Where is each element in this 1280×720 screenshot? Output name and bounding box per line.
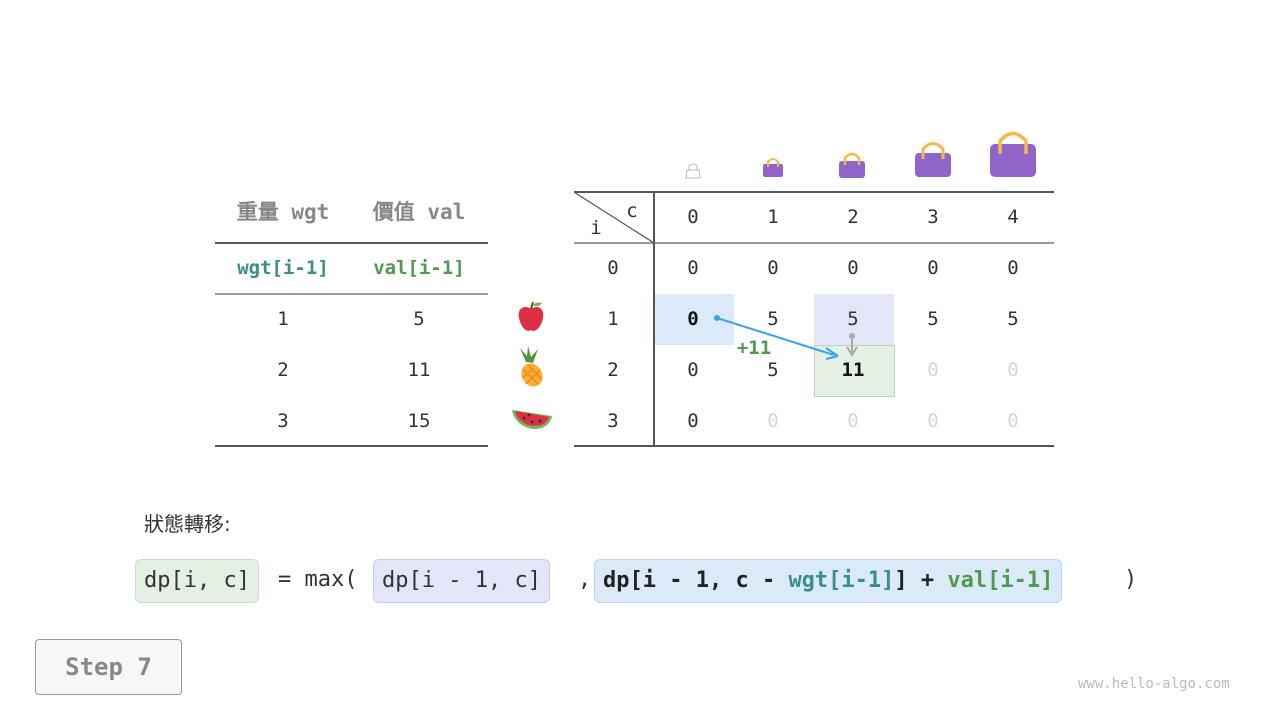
divider — [653, 192, 655, 446]
dp-cell: 5 — [927, 308, 939, 330]
value-arrow — [716, 317, 835, 356]
opt2-part: dp[i - 1, c - — [603, 568, 789, 593]
capacity-header: 2 — [847, 206, 859, 228]
dp-cell: 5 — [767, 308, 779, 330]
wgt-cell: 1 — [277, 308, 289, 330]
opt2-val: val[i-1] — [947, 568, 1054, 593]
header-weight: 重量 wgt — [236, 200, 330, 224]
dp-cell: 0 — [927, 359, 939, 381]
row-label: 0 — [607, 257, 619, 279]
wgt-cell: 3 — [277, 410, 289, 432]
dp-cell: 11 — [841, 359, 865, 381]
val-cell: 11 — [407, 359, 431, 381]
row-label: 2 — [607, 359, 619, 381]
divider — [215, 242, 488, 244]
dp-cell: 5 — [847, 308, 859, 330]
value-added-label: +11 — [736, 337, 772, 359]
capacity-header: 4 — [1007, 206, 1019, 228]
dp-cell: 0 — [1007, 359, 1019, 381]
divider — [574, 242, 1054, 244]
subheader-wgt: wgt[i-1] — [237, 257, 329, 279]
watermelon-icon — [512, 410, 552, 429]
row-label: 1 — [607, 308, 619, 330]
dp-cell: 0 — [847, 257, 859, 279]
dp-cell: 0 — [687, 308, 699, 330]
dp-cell: 0 — [1007, 257, 1019, 279]
dp-cell: 0 — [927, 257, 939, 279]
dp-cell: 0 — [1007, 410, 1019, 432]
max-close: ) — [1124, 567, 1138, 592]
bag-icon — [990, 131, 1036, 177]
max-open: = max( — [278, 567, 358, 592]
opt2-wgt: wgt[i-1] — [788, 568, 895, 593]
capacity-header: 0 — [687, 206, 699, 228]
step-button[interactable]: Step 7 — [35, 639, 182, 695]
dp-cell: 0 — [687, 359, 699, 381]
divider — [574, 191, 1054, 193]
corner-c-label: c — [626, 200, 638, 222]
upper-arrow-head — [846, 346, 858, 357]
dp-cell: 0 — [847, 410, 859, 432]
dp-cell: 0 — [687, 257, 699, 279]
corner-i-label: i — [590, 217, 602, 239]
divider — [215, 445, 488, 447]
dp-cell: 0 — [687, 410, 699, 432]
val-cell: 15 — [407, 410, 431, 432]
pineapple-icon — [520, 346, 543, 387]
dp-cell: 0 — [767, 410, 779, 432]
option1-box: dp[i - 1, c] — [373, 559, 550, 603]
dp-cell: 0 — [927, 410, 939, 432]
row-label: 3 — [607, 410, 619, 432]
divider — [215, 293, 488, 295]
apple-icon — [518, 301, 544, 331]
wgt-cell: 2 — [277, 359, 289, 381]
capacity-header: 3 — [927, 206, 939, 228]
bag-icon — [763, 158, 783, 177]
lhs-box: dp[i, c] — [135, 559, 259, 603]
val-cell: 5 — [413, 308, 425, 330]
comma: , — [578, 567, 592, 592]
option2-box: dp[i - 1, c - wgt[i-1]] + val[i-1] — [594, 559, 1063, 603]
opt2-part: ] + — [894, 568, 948, 593]
corner-diagonal — [574, 192, 654, 243]
header-value: 價值 val — [372, 200, 466, 224]
bag-icon — [839, 152, 865, 178]
transition-label: 狀態轉移: — [144, 512, 231, 536]
dp-cell: 5 — [1007, 308, 1019, 330]
divider — [574, 445, 1054, 447]
capacity-header: 1 — [767, 206, 779, 228]
dp-cell: 5 — [767, 359, 779, 381]
bag-icon — [915, 142, 951, 177]
value-arrow-head — [825, 347, 839, 360]
empty-bag-icon — [685, 163, 701, 179]
dp-cell: 0 — [767, 257, 779, 279]
subheader-val: val[i-1] — [373, 257, 465, 279]
watermark: www.hello-algo.com — [1078, 676, 1230, 692]
